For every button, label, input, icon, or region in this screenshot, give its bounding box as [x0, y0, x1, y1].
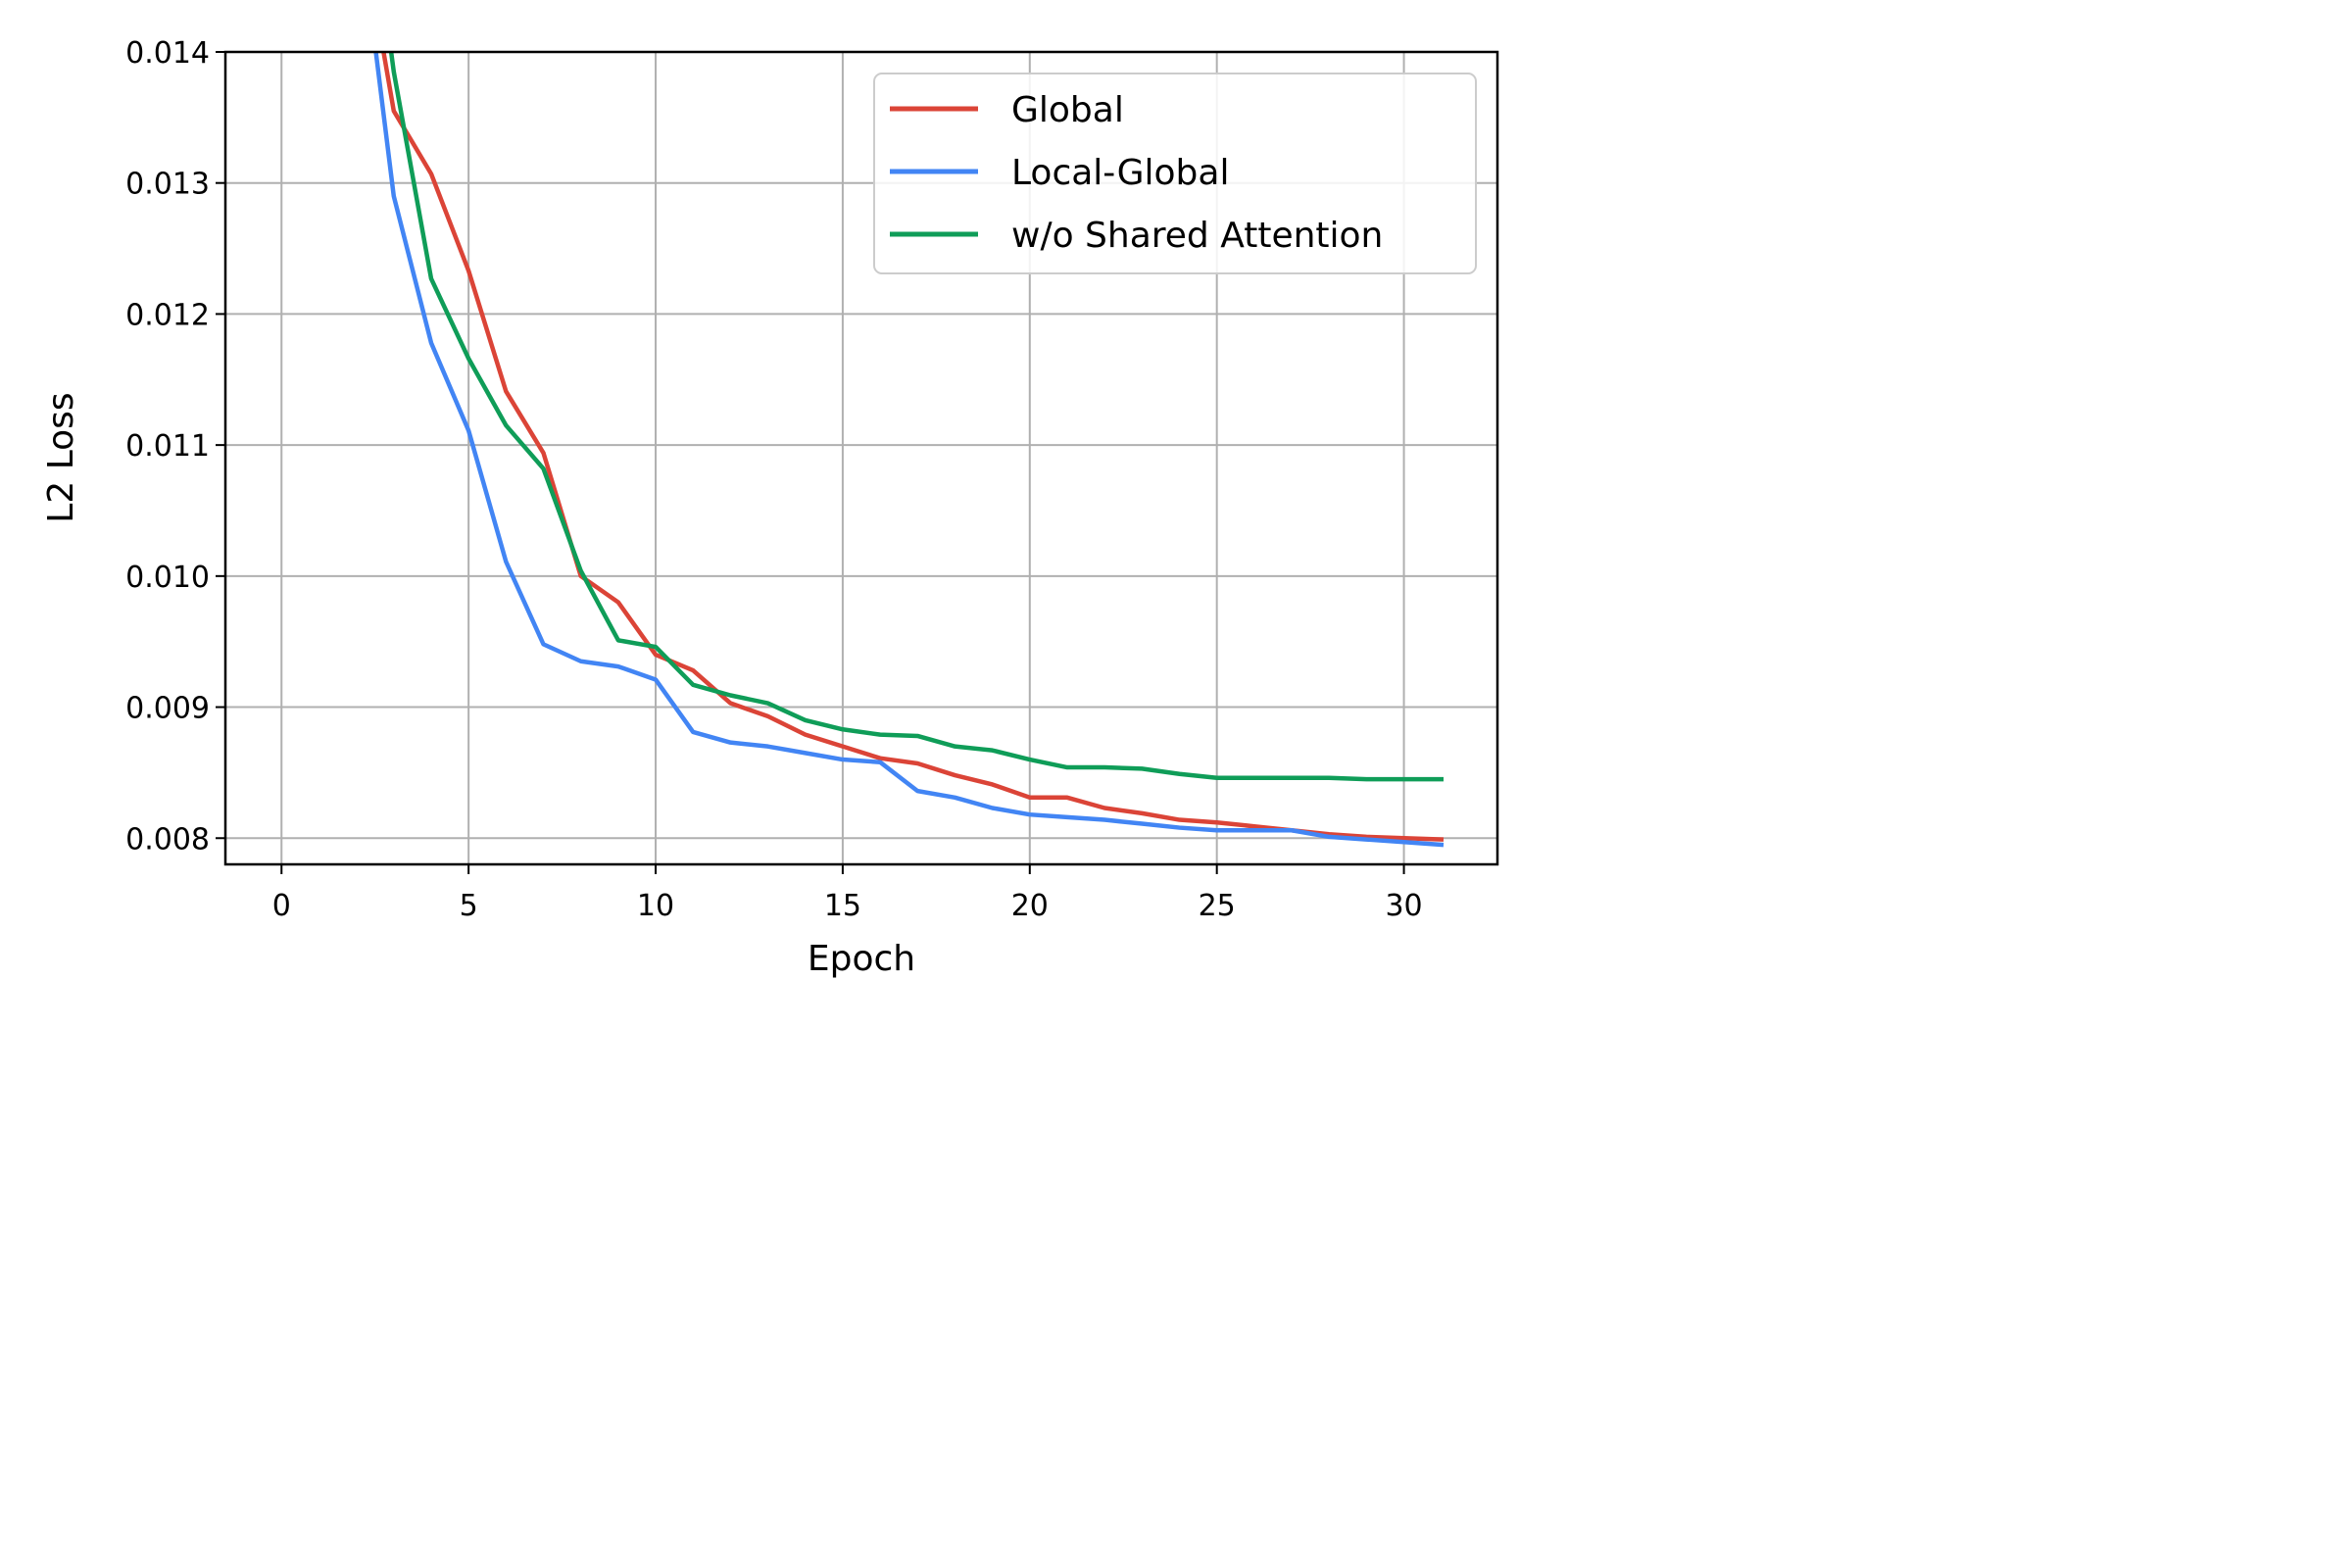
x-tick-label: 20	[1011, 889, 1049, 923]
series-line-global	[381, 52, 1445, 842]
series-layer	[373, 52, 1445, 848]
y-tick-label: 0.012	[125, 298, 210, 332]
legend-box	[873, 73, 1477, 274]
x-tick-label: 30	[1385, 889, 1422, 923]
y-tick-label: 0.009	[125, 692, 210, 726]
plot-frame	[223, 50, 1499, 866]
x-tick-label: 5	[460, 889, 478, 923]
x-axis: 0 5 10 15 20 25 30	[272, 864, 1423, 923]
y-tick-label: 0.008	[125, 822, 210, 857]
legend-label: w/o Shared Attention	[1011, 216, 1383, 256]
x-axis-title: Epoch	[808, 939, 915, 979]
legend-label: Local-Global	[1011, 153, 1229, 193]
legend-label: Global	[1011, 90, 1124, 130]
line-chart: 0 5 10 15 20 25 30 0.0080.0090.0100.0110.0120.…	[0, 0, 1529, 1019]
y-tick-label: 0.014	[125, 36, 210, 71]
x-tick-label: 10	[637, 889, 674, 923]
x-tick-label: 25	[1199, 889, 1236, 923]
x-tick-label: 0	[272, 889, 291, 923]
series-line-local-global	[373, 52, 1445, 848]
y-tick-label: 0.010	[125, 561, 210, 595]
y-tick-label: 0.011	[125, 429, 210, 464]
y-tick-label: 0.013	[125, 168, 210, 202]
series-line-w-o-shared-attention	[388, 52, 1444, 782]
y-axis: 0.008 0.009 0.010 0.011 0.012 0.013 0.014	[125, 36, 225, 857]
legend: Global Local-Global w/o Shared Attention	[873, 73, 1477, 274]
x-tick-label: 15	[824, 889, 861, 923]
y-axis-title: L2 Loss	[41, 392, 81, 522]
